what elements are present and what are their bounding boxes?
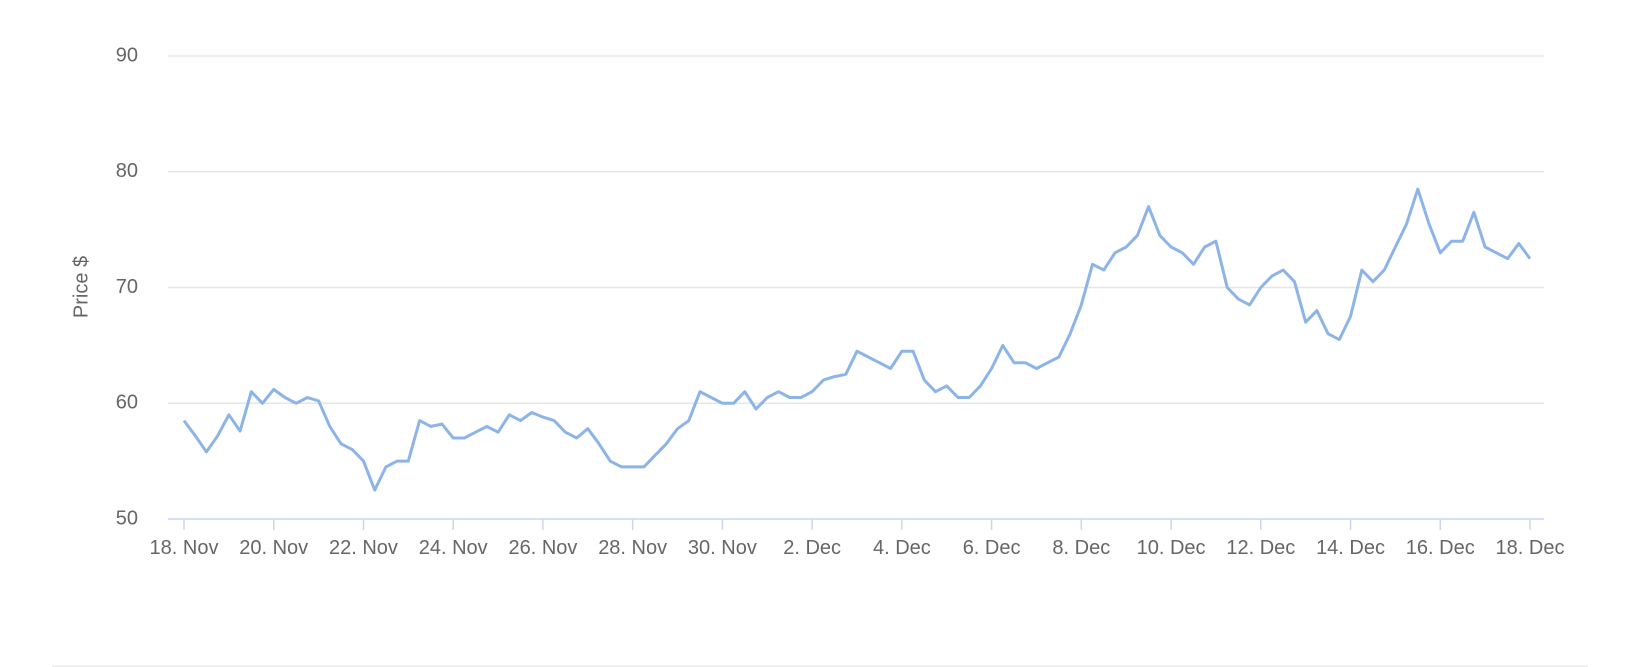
x-tick-label: 18. Nov [149, 537, 219, 559]
x-tick-label: 8. Dec [1052, 537, 1111, 559]
x-tick-label: 10. Dec [1136, 537, 1206, 559]
x-tick-label: 2. Dec [783, 537, 842, 559]
y-tick-label: 80 [116, 160, 138, 182]
x-tick-label: 24. Nov [418, 537, 488, 559]
x-tick-label: 22. Nov [328, 537, 398, 559]
price-line [182, 187, 1532, 492]
x-tick-label: 4. Dec [872, 537, 931, 559]
x-tick-label: 30. Nov [687, 537, 757, 559]
y-tick-label: 50 [116, 507, 138, 529]
x-tick-label: 12. Dec [1226, 537, 1296, 559]
x-tick-label: 20. Nov [239, 537, 309, 559]
x-tick-label: 28. Nov [598, 537, 668, 559]
y-tick-label: 60 [116, 392, 138, 414]
x-tick-label: 16. Dec [1405, 537, 1475, 559]
x-tick-label: 18. Dec [1495, 537, 1565, 559]
x-tick-label: 26. Nov [508, 537, 578, 559]
y-tick-label: 90 [116, 44, 138, 66]
y-axis-title: Price $ [70, 256, 92, 318]
x-tick-label: 6. Dec [962, 537, 1021, 559]
x-tick-label: 14. Dec [1316, 537, 1385, 559]
y-tick-label: 70 [116, 276, 138, 298]
